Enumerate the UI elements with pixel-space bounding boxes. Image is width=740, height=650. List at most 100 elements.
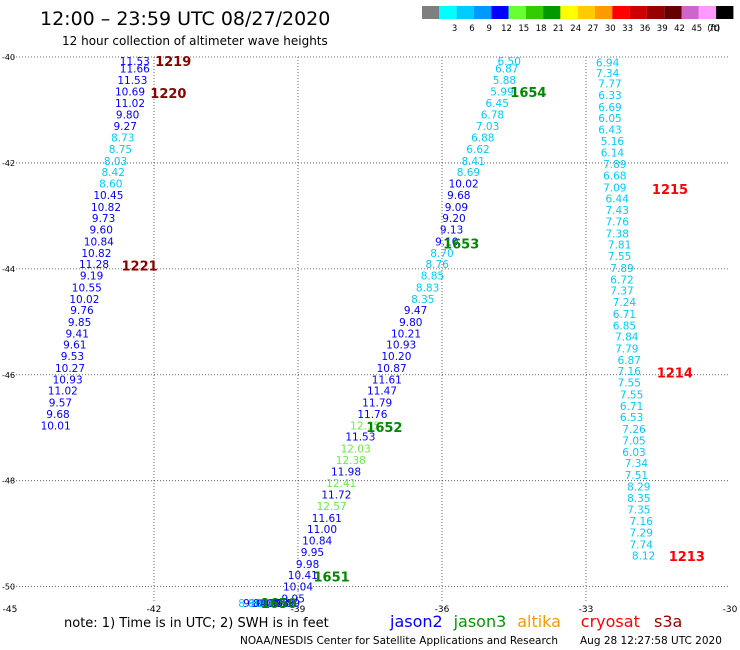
legend-label: 18 — [536, 24, 547, 34]
wave-height-label: 9.19 — [80, 271, 103, 283]
footer-note: note: 1) Time is in UTC; 2) SWH is in fe… — [64, 616, 329, 631]
wave-height-label: 7.24 — [613, 297, 637, 309]
legend-label: 27 — [588, 24, 599, 34]
wave-height-label: 11.61 — [372, 375, 402, 387]
pass-time-label: 1652 — [366, 421, 402, 436]
legend-swatch — [629, 6, 647, 19]
wave-height-label: 7.38 — [606, 228, 629, 240]
x-tick-label: -30 — [723, 605, 738, 615]
wave-height-label: 10.20 — [381, 351, 411, 363]
wave-height-label: 6.87 — [495, 64, 518, 76]
wave-height-label: 7.55 — [608, 251, 631, 263]
wave-height-label: 8.12 — [632, 550, 655, 562]
satellite-legend: jason2 jason3 altika cryosat s3a — [389, 612, 682, 631]
wave-height-label: 11.08 — [259, 598, 289, 610]
wave-height-label: 10.82 — [81, 248, 111, 260]
y-tick-label: -40 — [2, 53, 15, 62]
wave-height-label: 12.57 — [317, 501, 347, 513]
page-title: 12:00 – 23:59 UTC 08/27/2020 — [40, 8, 330, 30]
wave-height-label: 10.55 — [72, 282, 102, 294]
wave-height-label: 9.98 — [296, 559, 319, 571]
wave-height-label: 8.35 — [627, 493, 650, 505]
legend-swatch — [577, 6, 595, 19]
y-axis-ticks: -40 -42 -44 -46 -48 -50 — [2, 53, 15, 592]
wave-height-label: 8.30 — [248, 598, 271, 610]
wave-height-label: 9.95 — [282, 593, 305, 605]
x-tick-label: -33 — [579, 605, 594, 615]
legend-label: 21 — [553, 24, 564, 34]
y-tick-label: -50 — [2, 583, 15, 592]
legend-swatch — [508, 6, 526, 19]
wave-height-label: 6.71 — [620, 401, 643, 413]
y-tick-label: -46 — [2, 371, 15, 380]
wave-height-label: 6.87 — [618, 355, 641, 367]
page-subtitle: 12 hour collection of altimeter wave hei… — [62, 34, 328, 48]
wave-height-label: 10.01 — [41, 421, 71, 433]
wave-height-label: 7.05 — [622, 435, 645, 447]
legend-label: 42 — [674, 24, 685, 34]
legend-label: 45 — [691, 24, 702, 34]
legend-swatch — [491, 6, 509, 19]
pass-time-label: 1650 — [261, 597, 297, 612]
wave-height-label: 8.29 — [627, 482, 650, 494]
wave-height-label: 7.76 — [606, 217, 630, 229]
wave-height-label: 11.79 — [362, 397, 392, 409]
wave-height-label: 8.41 — [462, 156, 485, 168]
wave-height-label: 7.89 — [610, 263, 633, 275]
legend-label: 33 — [622, 24, 633, 34]
color-legend: 3 6 9 12 15 18 21 24 27 30 33 36 39 42 45 70(ft) — [422, 6, 734, 34]
wave-height-label: 7.74 — [630, 539, 654, 551]
wave-height-label: 10.69 — [115, 86, 145, 98]
wave-height-label: 10.87 — [377, 363, 407, 375]
legend-swatch — [595, 6, 613, 19]
wave-height-label: 6.72 — [610, 274, 633, 286]
wave-height-label: 6.45 — [486, 98, 509, 110]
y-tick-label: -44 — [2, 265, 15, 274]
legend-label: 6 — [469, 24, 474, 34]
wave-height-label: 10.02 — [69, 294, 99, 306]
data-marks: 11.5311.6611.5310.6911.029.809.278.738.7… — [41, 55, 705, 612]
wave-height-label: 10.06 — [249, 598, 279, 610]
wave-height-label: 9.60 — [90, 225, 113, 237]
wave-height-label: 6.62 — [466, 144, 489, 156]
legend-swatch — [681, 6, 699, 19]
wave-height-label: 7.16 — [618, 366, 642, 378]
footer-timestamp: Aug 28 12:27:58 UTC 2020 — [580, 635, 722, 647]
wave-height-label: 6.94 — [596, 57, 620, 69]
legend-label: 30 — [605, 24, 616, 34]
wave-height-label: 10.04 — [283, 582, 313, 594]
wave-height-label: 9.76 — [70, 305, 94, 317]
wave-height-label: 7.09 — [603, 182, 626, 194]
wave-height-label: 9.68 — [46, 409, 69, 421]
wave-height-label: 8.75 — [109, 144, 132, 156]
satellite-name: s3a — [654, 612, 682, 631]
wave-height-label: 6.68 — [603, 171, 626, 183]
wave-height-label: 7.55 — [618, 378, 641, 390]
wave-height-label: 7.89 — [603, 159, 626, 171]
wave-height-label: 6.33 — [598, 90, 621, 102]
wave-height-label: 10.45 — [93, 190, 123, 202]
wave-height-label: 7.43 — [606, 205, 629, 217]
wave-height-label: 8.35 — [411, 294, 434, 306]
wave-height-label: 9.59 — [277, 598, 300, 610]
wave-height-label: 8.90 — [238, 598, 261, 610]
wave-height-label: 9.09 — [445, 202, 468, 214]
wave-height-label: 7.26 — [622, 424, 646, 436]
legend-swatch — [664, 6, 682, 19]
wave-height-label: 11.02 — [115, 98, 145, 110]
legend-swatch — [612, 6, 630, 19]
wave-height-label: 6.53 — [620, 412, 643, 424]
wave-height-label: 8.03 — [104, 156, 127, 168]
legend-swatch — [560, 6, 578, 19]
wave-height-label: 11.02 — [48, 386, 78, 398]
wave-height-label: 7.34 — [625, 458, 649, 470]
wave-height-label: 10.27 — [55, 363, 85, 375]
wave-height-label: 9.38 — [272, 598, 295, 610]
wave-height-label: 12.15 — [350, 421, 380, 433]
wave-height-label: 6.50 — [498, 56, 521, 68]
pass-time-label: 1219 — [155, 55, 191, 70]
wave-height-label: 10.82 — [91, 202, 121, 214]
wave-height-label: 7.51 — [625, 470, 648, 482]
wave-height-label: 9.10 — [435, 236, 458, 248]
